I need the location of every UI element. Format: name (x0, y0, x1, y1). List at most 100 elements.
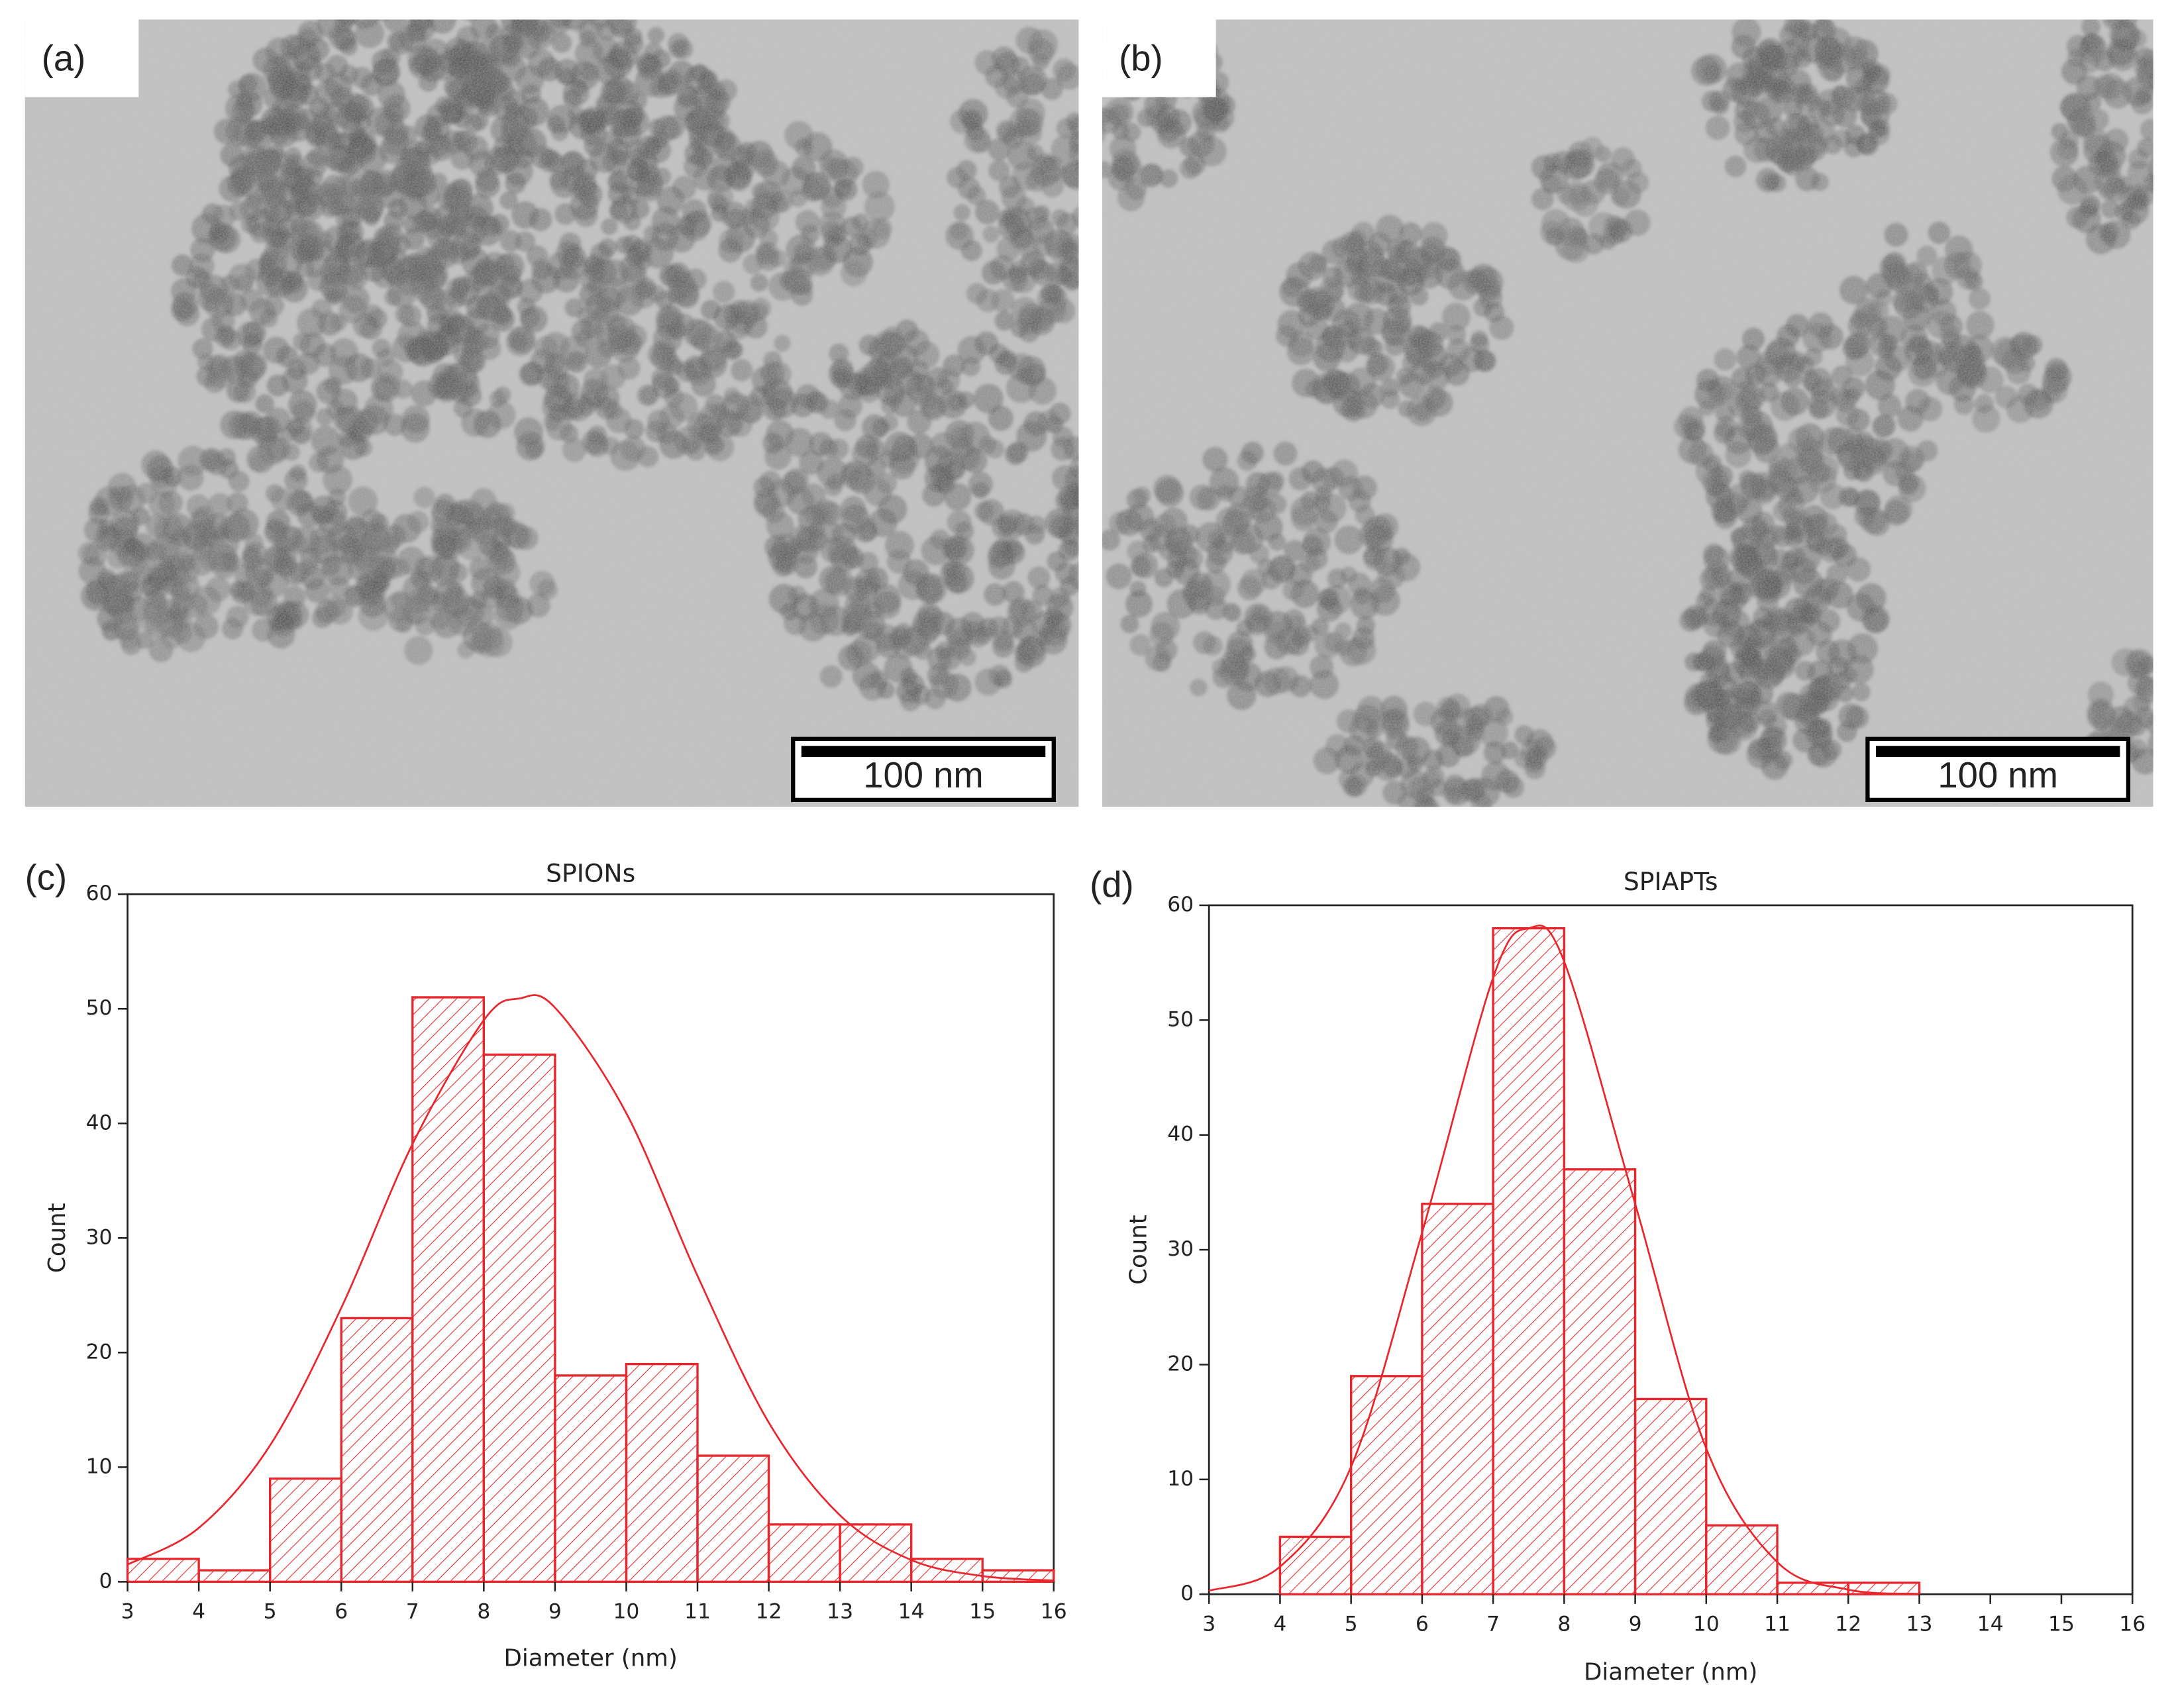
particle (1081, 192, 1100, 211)
particle (2151, 176, 2153, 187)
y-tick-label: 30 (1167, 1237, 1194, 1261)
particle (512, 0, 537, 11)
y-tick-label: 20 (86, 1340, 113, 1364)
particle (1081, 199, 1101, 219)
scale-bar (1875, 746, 2120, 757)
x-tick-label: 6 (335, 1599, 348, 1623)
bar (554, 1374, 628, 1583)
y-tick-label: 60 (86, 881, 113, 905)
content: (a) 100 nm (b) 100 nm 3 4 5 6 7 8 9 10 11 12 13 14 15 16 0… (25, 0, 2153, 1686)
chart-title: SPIONs (546, 858, 635, 887)
y-tick-label: 10 (1167, 1467, 1194, 1491)
x-tick-label: 4 (192, 1599, 205, 1623)
panel-label: (a) (42, 38, 85, 79)
x-tick-label: 10 (1693, 1612, 1720, 1636)
bar (1492, 927, 1566, 1595)
x-tick-label: 11 (1764, 1612, 1790, 1636)
grain (25, 19, 1079, 807)
x-tick-label: 8 (1557, 1612, 1571, 1636)
x-tick-label: 12 (756, 1599, 782, 1623)
y-tick-label: 50 (1167, 1007, 1194, 1031)
x-tick-label: 16 (1041, 1599, 1067, 1623)
particle (1102, 39, 1106, 58)
bar (1349, 1375, 1423, 1595)
x-tick-label: 7 (406, 1599, 419, 1623)
panel-label: (b) (1119, 38, 1163, 79)
bar (1633, 1397, 1708, 1595)
x-tick-label: 3 (121, 1599, 134, 1623)
bar (1563, 1168, 1637, 1595)
particle (584, 0, 606, 19)
bar (839, 1523, 913, 1583)
y-tick-label: 60 (1167, 893, 1194, 917)
scale-label: 100 nm (863, 755, 983, 795)
micrograph (25, 0, 1104, 807)
particle (1102, 124, 1106, 142)
particle (1081, 169, 1104, 191)
y-tick-label: 30 (86, 1225, 113, 1249)
bar (767, 1523, 841, 1583)
grain (1102, 19, 2153, 807)
particle (1075, 511, 1079, 528)
bar (482, 1053, 556, 1583)
particle (523, 0, 552, 13)
particle (375, 19, 388, 22)
x-tick-label: 5 (1345, 1612, 1358, 1636)
y-tick-label: 10 (86, 1454, 113, 1478)
particle (478, 0, 503, 14)
fit-curve (1208, 925, 1920, 1595)
y-tick-label: 0 (1180, 1582, 1194, 1605)
bar (268, 1477, 342, 1583)
x-tick-label: 6 (1416, 1612, 1429, 1636)
x-tick-label: 9 (1629, 1612, 1642, 1636)
x-tick-label: 3 (1202, 1612, 1216, 1636)
x-tick-label: 14 (898, 1599, 925, 1623)
bar (1705, 1524, 1779, 1595)
particle (464, 19, 476, 22)
y-tick-label: 0 (99, 1569, 113, 1593)
x-tick-label: 11 (684, 1599, 711, 1623)
x-tick-label: 15 (969, 1599, 996, 1623)
bar (625, 1362, 699, 1583)
y-tick-label: 40 (1167, 1123, 1194, 1146)
particle (1102, 35, 1105, 48)
x-axis-label: Diameter (nm) (1584, 1659, 1757, 1686)
scale-bar (801, 746, 1046, 757)
x-tick-label: 5 (264, 1599, 277, 1623)
particle (544, 0, 571, 13)
bar (1421, 1203, 1494, 1595)
x-tick-label: 13 (1906, 1612, 1933, 1636)
scale-label: 100 nm (1938, 755, 2057, 795)
y-tick-label: 40 (86, 1111, 113, 1134)
y-tick-label: 20 (1167, 1352, 1194, 1376)
label-box (25, 19, 139, 97)
chart-title: SPIAPTs (1624, 867, 1718, 896)
panel-label: (c) (25, 858, 67, 898)
particle (480, 0, 505, 18)
x-tick-label: 10 (613, 1599, 639, 1623)
particle (1077, 159, 1079, 170)
label-box (1102, 19, 1216, 97)
x-tick-label: 8 (477, 1599, 490, 1623)
bar (411, 996, 486, 1583)
bar (340, 1317, 414, 1583)
x-tick-label: 7 (1486, 1612, 1500, 1636)
panel-label: (d) (1090, 864, 1134, 905)
micrograph (1102, 19, 2153, 807)
x-tick-label: 15 (2048, 1612, 2075, 1636)
x-tick-label: 14 (1977, 1612, 2004, 1636)
bar (197, 1569, 272, 1583)
x-tick-label: 4 (1273, 1612, 1286, 1636)
x-tick-label: 13 (827, 1599, 853, 1623)
x-tick-label: 9 (548, 1599, 562, 1623)
bar (696, 1454, 770, 1583)
fit-curve (127, 994, 1054, 1582)
bar (126, 1558, 200, 1583)
particle (505, 0, 535, 11)
y-axis-label: Count (44, 1203, 71, 1273)
y-tick-label: 50 (86, 996, 113, 1020)
bar (1278, 1535, 1353, 1595)
x-tick-label: 16 (2119, 1612, 2146, 1636)
y-axis-label: Count (1125, 1215, 1153, 1285)
